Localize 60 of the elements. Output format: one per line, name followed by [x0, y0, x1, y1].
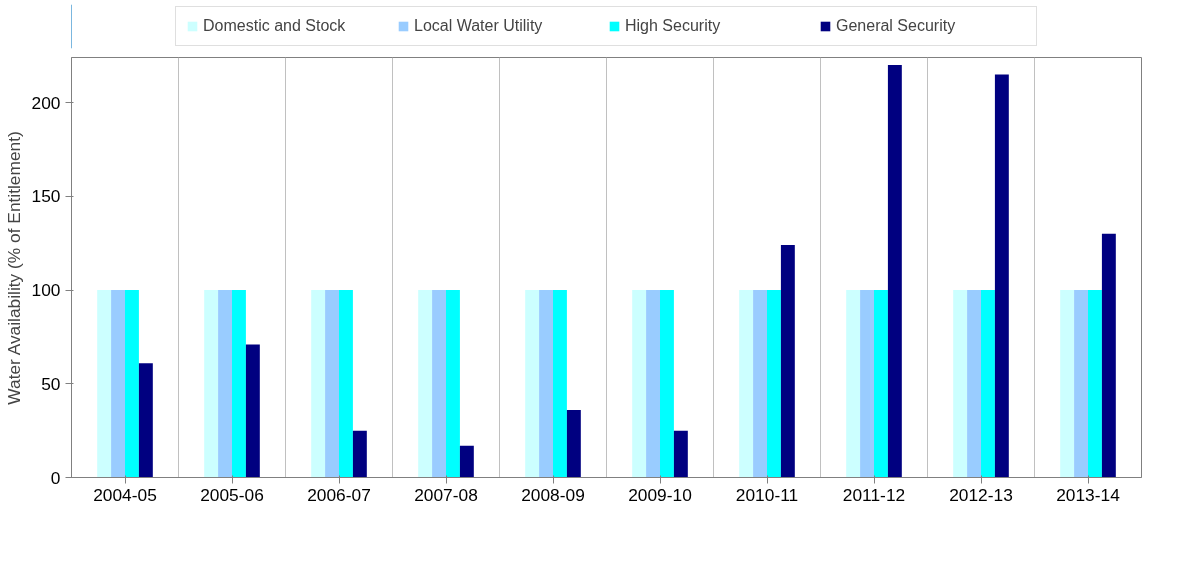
bar	[1074, 290, 1088, 478]
bar	[566, 410, 581, 478]
x-tick-label: 2011-12	[842, 484, 906, 505]
x-tick-label: 2008-09	[521, 484, 585, 505]
bar	[646, 290, 660, 478]
bar	[218, 290, 232, 478]
bar	[432, 290, 446, 478]
x-tick-label: 2007-08	[414, 484, 478, 505]
bar	[981, 290, 995, 478]
y-tick-label: 0	[50, 467, 61, 488]
bar	[204, 290, 219, 478]
bar	[846, 290, 861, 478]
y-tick-label: 100	[31, 280, 61, 300]
bar	[660, 290, 674, 478]
bar	[446, 290, 460, 478]
x-tick-label: 2010-11	[735, 484, 799, 505]
legend-label: Domestic and Stock	[203, 17, 347, 35]
y-tick-label: 200	[31, 92, 61, 113]
bar	[352, 430, 367, 478]
bar	[553, 290, 567, 478]
x-tick-label: 2004-05	[93, 484, 157, 505]
bar	[97, 290, 112, 478]
y-axis-title: Water Availability (% of Entitlement)	[3, 131, 24, 405]
legend-label: High Security	[625, 17, 722, 35]
bar	[967, 290, 981, 478]
x-tick-label: 2006-07	[307, 484, 371, 505]
legend-label: General Security	[836, 17, 957, 35]
y-tick-label: 150	[31, 186, 61, 207]
bar	[860, 290, 874, 478]
bar	[539, 290, 553, 478]
bar	[767, 290, 781, 478]
bar	[1060, 290, 1075, 478]
bar	[887, 65, 902, 478]
bar	[232, 290, 246, 478]
bar	[311, 290, 326, 478]
bar	[459, 445, 474, 478]
bar	[339, 290, 353, 478]
x-tick-label: 2005-06	[200, 484, 264, 505]
bar	[1088, 290, 1102, 478]
bar	[994, 74, 1009, 478]
bar	[673, 430, 688, 478]
bar	[953, 290, 968, 478]
bar	[739, 290, 754, 478]
bar	[874, 290, 888, 478]
y-tick-label: 50	[41, 373, 61, 394]
bar	[418, 290, 433, 478]
bar	[138, 363, 153, 478]
bar	[632, 290, 647, 478]
x-tick-label: 2013-14	[1056, 484, 1121, 505]
bar	[1101, 233, 1116, 478]
x-tick-label: 2009-10	[628, 484, 692, 505]
bar	[753, 290, 767, 478]
bar	[111, 290, 125, 478]
bar	[245, 344, 260, 478]
bar	[125, 290, 139, 478]
bar	[525, 290, 540, 478]
x-tick-label: 2012-13	[949, 484, 1013, 505]
legend-label: Local Water Utility	[414, 17, 544, 35]
bar	[325, 290, 339, 478]
bar	[780, 245, 795, 478]
